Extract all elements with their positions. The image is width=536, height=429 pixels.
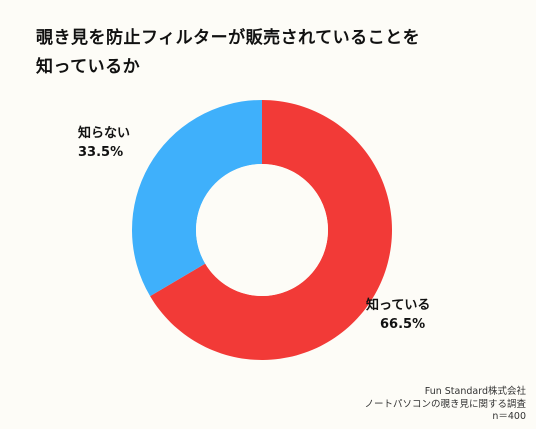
chart-title-line-2: 知っているか bbox=[36, 57, 141, 77]
donut-slice-1 bbox=[132, 100, 262, 297]
slice-label-shitteiru: 知っている 66.5% bbox=[366, 296, 430, 334]
source-survey: ノートパソコンの覗き見に関する調査 bbox=[364, 398, 526, 410]
chart-title: 覗き見を防止フィルターが販売されていることを 知っているか bbox=[36, 24, 506, 82]
slice-label-shitteiru-name: 知っている bbox=[366, 298, 431, 313]
slice-label-shitteiru-value: 66.5% bbox=[380, 317, 426, 332]
source-sample-size: n＝400 bbox=[492, 411, 526, 422]
donut-slice-0 bbox=[150, 100, 392, 361]
slice-label-shiranai-value: 33.5% bbox=[78, 145, 124, 160]
source-note: Fun Standard株式会社 ノートパソコンの覗き見に関する調査 n＝400 bbox=[364, 386, 526, 424]
source-company: Fun Standard株式会社 bbox=[424, 386, 526, 397]
chart-title-line-1: 覗き見を防止フィルターが販売されていることを bbox=[36, 28, 421, 48]
donut-hole bbox=[196, 164, 328, 296]
slice-label-shiranai: 知らない 33.5% bbox=[78, 124, 130, 162]
slice-label-shiranai-name: 知らない bbox=[78, 126, 131, 141]
